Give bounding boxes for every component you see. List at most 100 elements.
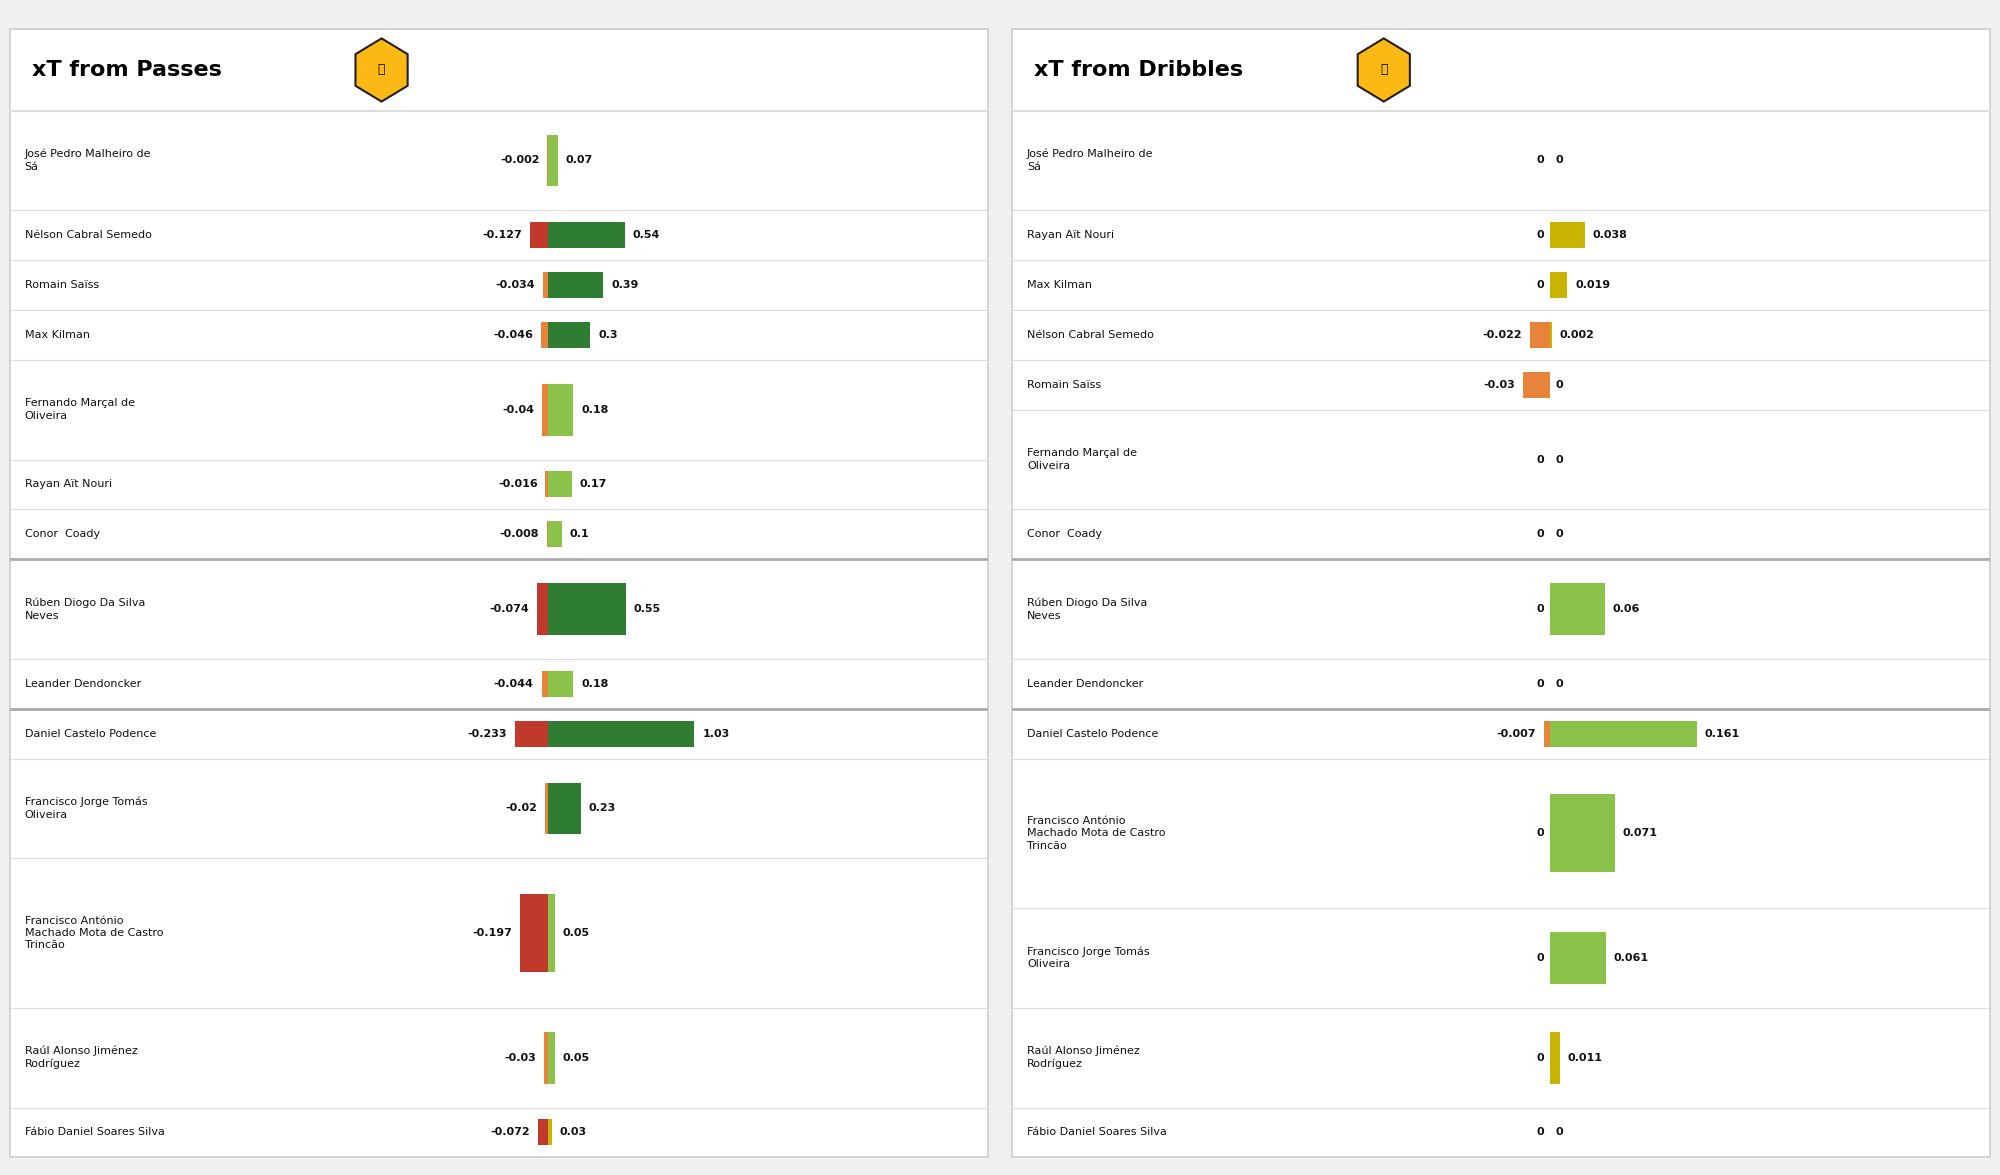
Text: -0.03: -0.03 [504, 1053, 536, 1062]
Text: Fernando Marçal de
Oliveira: Fernando Marçal de Oliveira [24, 398, 134, 421]
Polygon shape [356, 39, 408, 101]
FancyBboxPatch shape [548, 273, 604, 298]
Text: 0: 0 [1556, 155, 1564, 166]
Text: 0: 0 [1536, 455, 1544, 464]
Text: xT from Passes: xT from Passes [32, 60, 222, 80]
Text: 0.54: 0.54 [632, 230, 660, 240]
Text: 0.061: 0.061 [1614, 953, 1648, 964]
FancyBboxPatch shape [548, 522, 562, 548]
Text: 0.07: 0.07 [566, 155, 592, 166]
FancyBboxPatch shape [1522, 371, 1550, 397]
Text: Fábio Daniel Soares Silva: Fábio Daniel Soares Silva [1026, 1128, 1166, 1137]
FancyBboxPatch shape [1550, 583, 1604, 634]
Text: -0.04: -0.04 [502, 404, 534, 415]
Text: -0.072: -0.072 [490, 1128, 530, 1137]
Text: Daniel Castelo Podence: Daniel Castelo Podence [24, 728, 156, 739]
FancyBboxPatch shape [546, 471, 548, 497]
Text: 0.3: 0.3 [598, 330, 618, 340]
Text: 0: 0 [1536, 155, 1544, 166]
Text: 0.05: 0.05 [562, 928, 590, 938]
Text: 0.05: 0.05 [562, 1053, 590, 1062]
Text: 🐺: 🐺 [378, 63, 386, 76]
Text: Francisco Jorge Tomás
Oliveira: Francisco Jorge Tomás Oliveira [1026, 947, 1150, 969]
Text: 0: 0 [1536, 828, 1544, 839]
Text: Rayan Aït Nouri: Rayan Aït Nouri [1026, 230, 1114, 240]
Text: 0.18: 0.18 [582, 679, 608, 689]
Text: Fernando Marçal de
Oliveira: Fernando Marçal de Oliveira [1026, 449, 1136, 471]
FancyBboxPatch shape [530, 222, 548, 248]
Text: 0: 0 [1556, 455, 1564, 464]
FancyBboxPatch shape [1550, 794, 1614, 872]
FancyBboxPatch shape [542, 322, 548, 348]
Text: 0.019: 0.019 [1576, 280, 1610, 290]
Text: -0.034: -0.034 [496, 280, 536, 290]
FancyBboxPatch shape [548, 322, 590, 348]
Text: 0: 0 [1536, 1128, 1544, 1137]
FancyBboxPatch shape [548, 1120, 552, 1146]
Text: -0.02: -0.02 [506, 804, 538, 813]
Text: Max Kilman: Max Kilman [24, 330, 90, 340]
Text: 0.39: 0.39 [612, 280, 638, 290]
Text: -0.046: -0.046 [494, 330, 534, 340]
Text: xT from Dribbles: xT from Dribbles [1034, 60, 1242, 80]
Text: 0: 0 [1536, 529, 1544, 539]
FancyBboxPatch shape [548, 222, 624, 248]
Text: Francisco António
Machado Mota de Castro
Trincão: Francisco António Machado Mota de Castro… [24, 915, 164, 951]
Text: Rúben Diogo Da Silva
Neves: Rúben Diogo Da Silva Neves [1026, 598, 1148, 620]
Text: 0.071: 0.071 [1622, 828, 1658, 839]
FancyBboxPatch shape [1550, 932, 1606, 983]
FancyBboxPatch shape [1530, 322, 1550, 348]
Text: Conor  Coady: Conor Coady [24, 529, 100, 539]
Text: 0: 0 [1536, 280, 1544, 290]
FancyBboxPatch shape [548, 894, 554, 972]
Text: José Pedro Malheiro de
Sá: José Pedro Malheiro de Sá [1026, 149, 1154, 172]
Text: 1.03: 1.03 [702, 728, 730, 739]
Text: -0.002: -0.002 [500, 155, 540, 166]
Text: 0: 0 [1536, 679, 1544, 689]
Text: -0.008: -0.008 [500, 529, 538, 539]
Text: Rayan Aït Nouri: Rayan Aït Nouri [24, 479, 112, 490]
FancyBboxPatch shape [538, 583, 548, 634]
Text: -0.03: -0.03 [1484, 380, 1514, 390]
FancyBboxPatch shape [548, 134, 558, 187]
Text: Nélson Cabral Semedo: Nélson Cabral Semedo [24, 230, 152, 240]
Text: 0.03: 0.03 [560, 1128, 586, 1137]
FancyBboxPatch shape [548, 671, 574, 697]
FancyBboxPatch shape [10, 29, 988, 1157]
FancyBboxPatch shape [548, 720, 694, 746]
FancyBboxPatch shape [1550, 273, 1568, 298]
Text: -0.127: -0.127 [482, 230, 522, 240]
FancyBboxPatch shape [542, 671, 548, 697]
Text: Raúl Alonso Jiménez
Rodríguez: Raúl Alonso Jiménez Rodríguez [24, 1046, 138, 1069]
FancyBboxPatch shape [542, 273, 548, 298]
Text: Francisco Jorge Tomás
Oliveira: Francisco Jorge Tomás Oliveira [24, 797, 148, 820]
FancyBboxPatch shape [1550, 222, 1584, 248]
FancyBboxPatch shape [514, 720, 548, 746]
Polygon shape [1358, 39, 1410, 101]
FancyBboxPatch shape [1544, 720, 1550, 746]
Text: Rúben Diogo Da Silva
Neves: Rúben Diogo Da Silva Neves [24, 598, 146, 620]
FancyBboxPatch shape [548, 583, 626, 634]
Text: 0: 0 [1556, 529, 1564, 539]
Text: -0.016: -0.016 [498, 479, 538, 490]
FancyBboxPatch shape [548, 471, 572, 497]
FancyBboxPatch shape [548, 1032, 554, 1083]
Text: Romain Saïss: Romain Saïss [1026, 380, 1102, 390]
Text: -0.007: -0.007 [1496, 728, 1536, 739]
Text: 0: 0 [1536, 1053, 1544, 1062]
Text: Raúl Alonso Jiménez
Rodríguez: Raúl Alonso Jiménez Rodríguez [1026, 1046, 1140, 1069]
Text: 0.1: 0.1 [570, 529, 590, 539]
Text: -0.074: -0.074 [490, 604, 530, 615]
Text: -0.022: -0.022 [1482, 330, 1522, 340]
Text: 🐺: 🐺 [1380, 63, 1388, 76]
Text: Romain Saïss: Romain Saïss [24, 280, 98, 290]
FancyBboxPatch shape [542, 384, 548, 436]
Text: José Pedro Malheiro de
Sá: José Pedro Malheiro de Sá [24, 149, 152, 172]
Text: 0: 0 [1556, 1128, 1564, 1137]
Text: 0.18: 0.18 [582, 404, 608, 415]
FancyBboxPatch shape [1012, 29, 1990, 1157]
Text: Conor  Coady: Conor Coady [1026, 529, 1102, 539]
Text: Leander Dendoncker: Leander Dendoncker [1026, 679, 1144, 689]
Text: 0.23: 0.23 [588, 804, 616, 813]
Text: 0: 0 [1536, 230, 1544, 240]
